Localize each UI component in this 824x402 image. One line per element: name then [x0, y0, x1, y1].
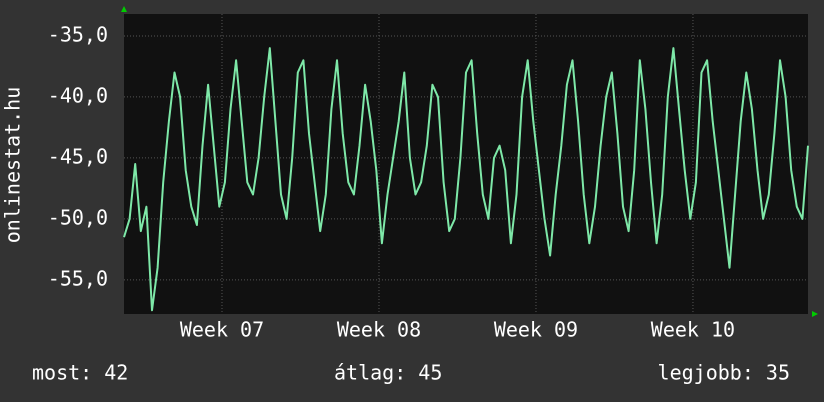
x-tick-label: Week 08 [337, 318, 421, 342]
y-tick-label: -40,0 [48, 83, 108, 107]
data-line [123, 47, 809, 312]
y-axis-label: onlinestat.hu [1, 87, 25, 244]
x-tick-label: Week 10 [651, 318, 735, 342]
axis-arrow [812, 311, 818, 317]
axis-arrow [121, 6, 127, 12]
footer-best: legjobb: 35 [658, 361, 790, 385]
x-tick-label: Week 09 [494, 318, 578, 342]
y-tick-label: -35,0 [48, 22, 108, 46]
y-tick-label: -55,0 [48, 266, 108, 290]
x-tick-label: Week 07 [180, 318, 264, 342]
plot-area [124, 14, 808, 314]
footer-average: átlag: 45 [334, 361, 442, 385]
y-tick-label: -45,0 [48, 144, 108, 168]
y-tick-label: -50,0 [48, 205, 108, 229]
footer-current: most: 42 [32, 361, 128, 385]
